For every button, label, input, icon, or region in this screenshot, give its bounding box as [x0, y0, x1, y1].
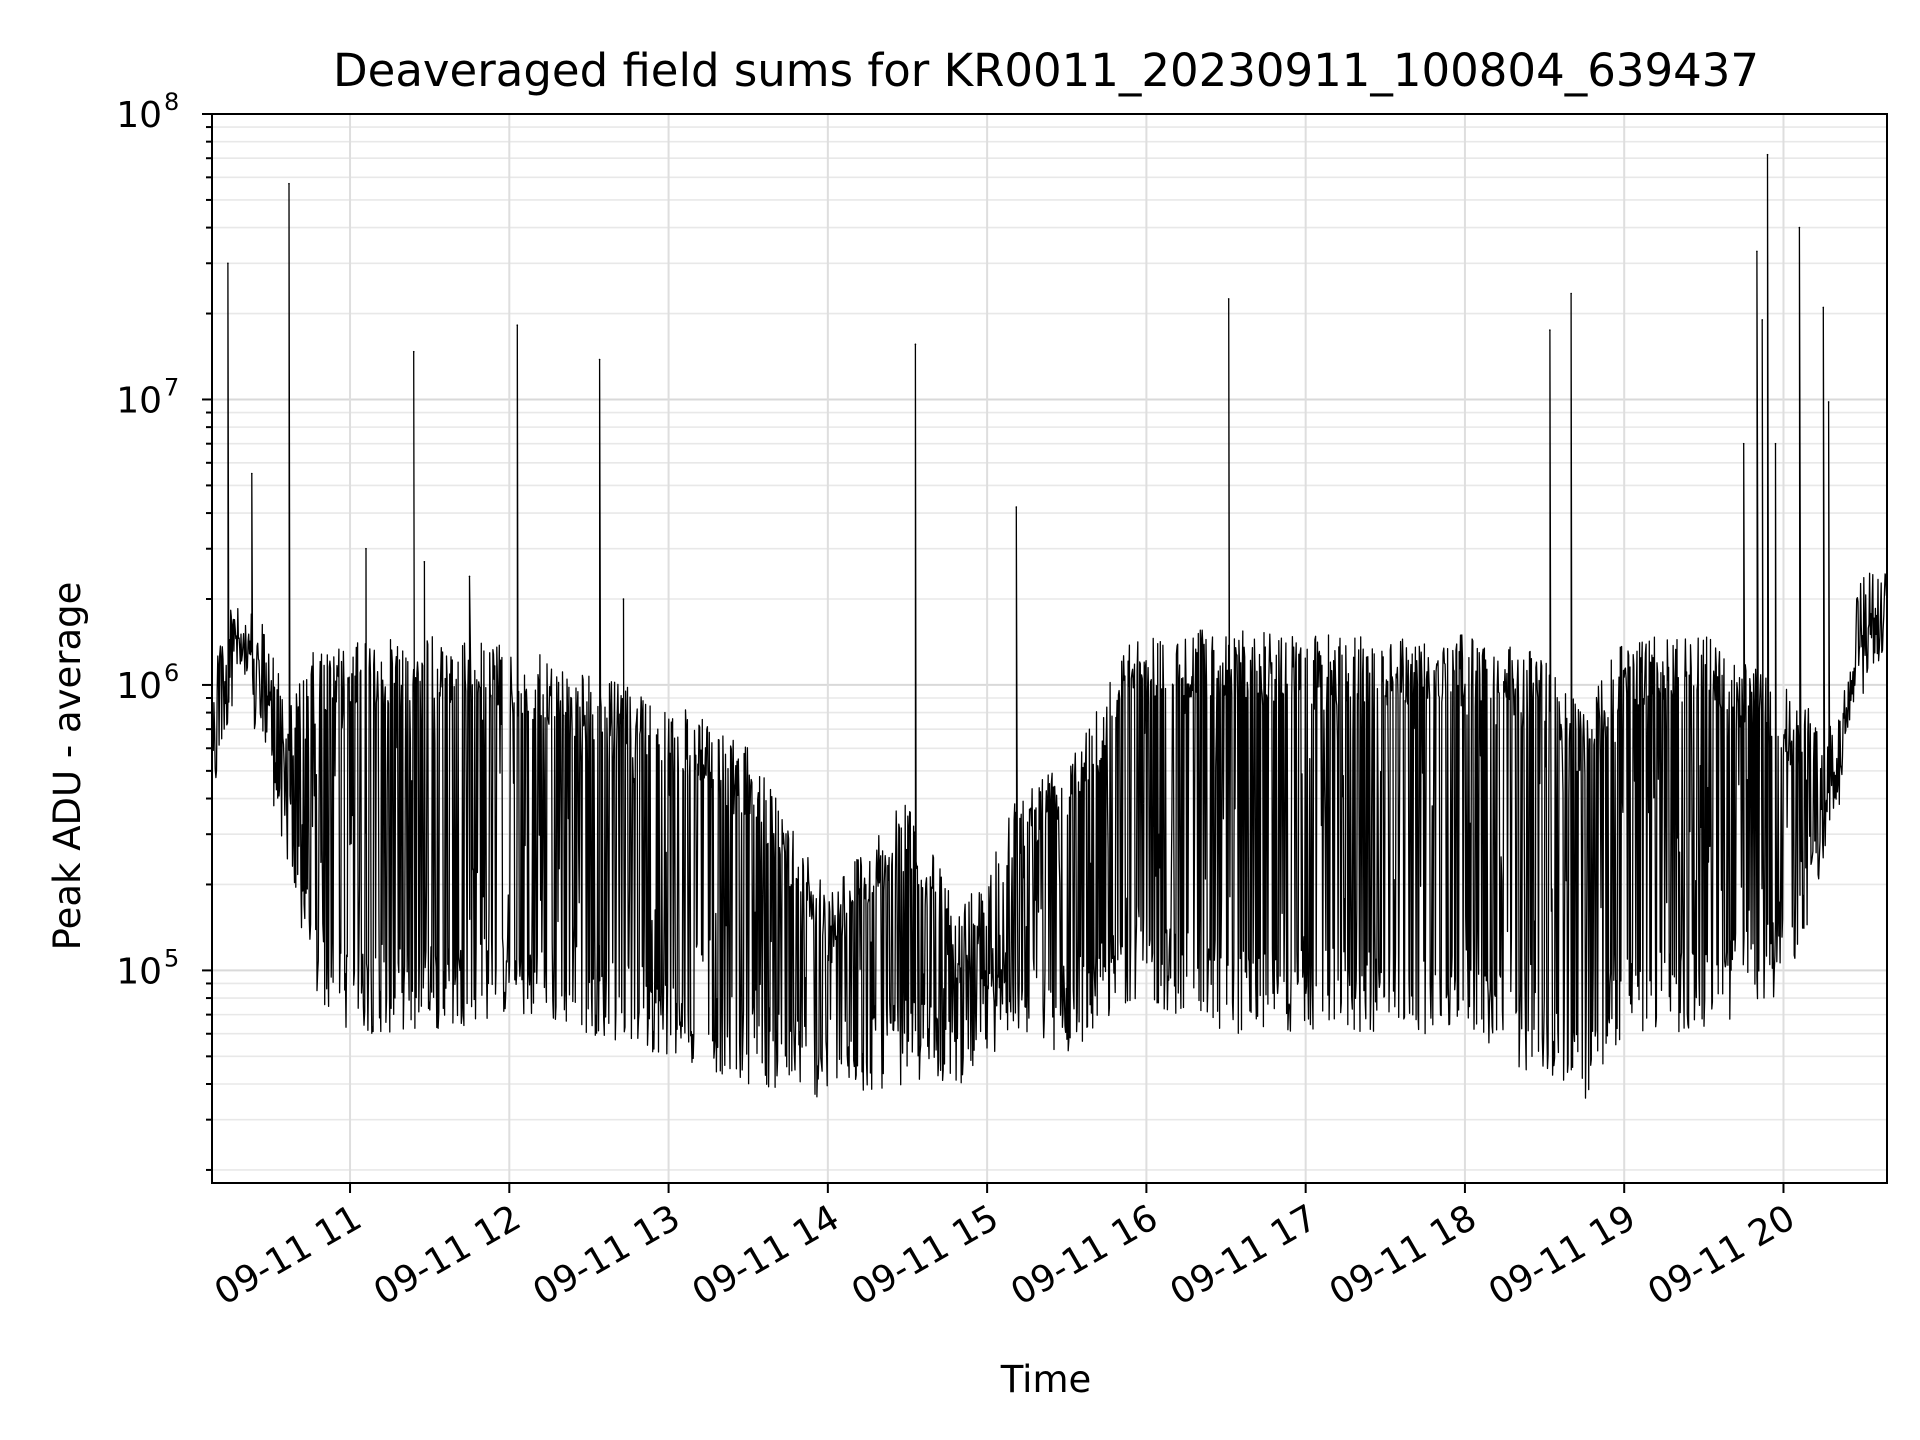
spike-peak-point	[1761, 319, 1764, 321]
spike-peak-point	[288, 182, 290, 185]
chart-title: Deaveraged field sums for KR0011_2023091…	[333, 44, 1759, 97]
spike-peak-point	[423, 560, 426, 563]
spike-peak-point	[412, 350, 415, 353]
spike-peak-point	[251, 472, 253, 475]
spike-peak-point	[622, 598, 625, 600]
y-tick-label: 10	[116, 95, 162, 136]
spike-peak-point	[1822, 306, 1825, 309]
spike-peak-point	[516, 324, 519, 327]
series-layer	[211, 153, 1888, 1099]
y-tick-label: 10	[116, 951, 162, 992]
spike-peak-point	[598, 358, 601, 361]
x-axis-label: Time	[1000, 1358, 1092, 1401]
spike-peak-point	[914, 343, 917, 346]
spike-peak-point	[1742, 442, 1745, 445]
spike-peak-point	[1827, 401, 1830, 403]
spike-peak-point	[1570, 292, 1572, 295]
spike-peak-point	[1756, 250, 1758, 253]
spike-peak-point	[227, 262, 229, 265]
y-tick-exponent: 8	[164, 88, 179, 116]
spike-peak-point	[1549, 329, 1551, 331]
plot-frame	[211, 113, 1888, 1184]
y-tick-label: 10	[116, 666, 162, 707]
y-tick-exponent: 6	[164, 659, 179, 687]
spike-peak-point	[1766, 153, 1769, 156]
spike-peak-point	[1015, 506, 1018, 508]
data-series-line	[211, 154, 1888, 1099]
spike-peak-point	[468, 575, 471, 578]
y-axis-label: Peak ADU - average	[46, 582, 89, 951]
y-tick-exponent: 7	[164, 373, 179, 401]
y-tick-exponent: 5	[164, 944, 179, 972]
y-tick-label: 10	[116, 380, 162, 421]
spike-peak-point	[365, 547, 367, 550]
spike-peak-point	[1227, 298, 1230, 300]
spike-peak-point	[1774, 442, 1777, 445]
spike-peak-point	[1798, 226, 1801, 229]
